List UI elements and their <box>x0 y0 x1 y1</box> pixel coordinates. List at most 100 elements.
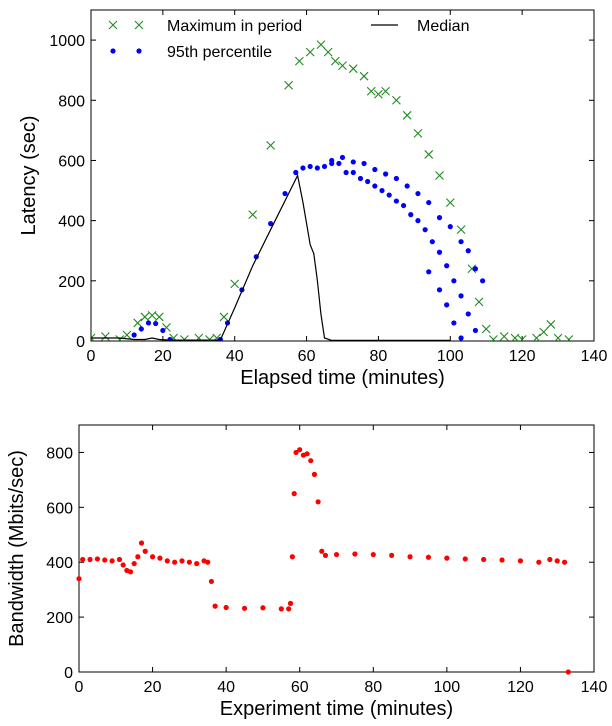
p95-point <box>365 178 371 185</box>
bandwidth-y-axis-label: Bandwidth (Mbits/sec) <box>6 450 28 647</box>
bandwidth-y-tick-label: 800 <box>46 445 73 462</box>
bandwidth-point <box>120 562 126 568</box>
p95-point <box>372 183 378 189</box>
p95-point <box>444 302 450 308</box>
bandwidth-point <box>142 548 148 554</box>
p95-point <box>458 293 464 299</box>
max-point <box>546 320 556 329</box>
max-point <box>230 279 240 289</box>
p95-point <box>465 311 471 317</box>
p95-point <box>293 169 299 176</box>
bandwidth-point <box>322 552 329 558</box>
legend-p95-marker <box>110 48 116 54</box>
max-point <box>330 56 340 66</box>
bandwidth-x-tick-label: 40 <box>217 679 235 696</box>
bandwidth-point <box>223 604 229 611</box>
max-point <box>517 335 527 341</box>
p95-point <box>400 202 407 209</box>
bandwidth-point <box>241 605 248 611</box>
bandwidth-point <box>164 558 170 564</box>
p95-point <box>339 154 346 161</box>
p95-point <box>393 198 399 204</box>
max-point <box>266 141 276 150</box>
bandwidth-point <box>462 556 468 562</box>
max-point <box>316 40 326 49</box>
bandwidth-x-tick-label: 80 <box>364 679 382 696</box>
bandwidth-point <box>135 554 141 560</box>
max-point <box>91 333 96 341</box>
max-point <box>122 330 132 340</box>
bandwidth-point <box>102 557 108 563</box>
max-point <box>553 333 563 341</box>
max-point <box>305 47 315 57</box>
max-point <box>366 86 376 96</box>
p95-point <box>131 332 137 338</box>
bandwidth-point <box>333 551 340 558</box>
max-point <box>532 333 541 341</box>
latency-y-tick-label: 0 <box>76 334 85 351</box>
bandwidth-point <box>205 559 211 565</box>
max-point <box>154 312 164 322</box>
p95-point <box>451 320 457 326</box>
max-point <box>564 335 574 341</box>
p95-point <box>472 327 479 334</box>
bandwidth-x-tick-label: 60 <box>291 679 309 696</box>
max-point <box>338 61 347 71</box>
bandwidth-plot-frame <box>78 424 595 673</box>
bandwidth-x-tick-label: 140 <box>581 679 608 696</box>
max-point <box>140 312 150 322</box>
bandwidth-point <box>304 451 310 457</box>
p95-point <box>426 269 432 275</box>
p95-point <box>160 327 166 334</box>
bandwidth-point <box>536 559 542 565</box>
max-point <box>248 210 258 220</box>
p95-point <box>472 266 479 272</box>
bandwidth-plot: 0 20 40 60 80 100 120 140 0 200 400 600 800 Experimen… <box>6 424 608 720</box>
legend-max-marker <box>134 20 144 30</box>
bandwidth-x-tick-label: 120 <box>507 679 534 696</box>
max-point <box>435 171 444 180</box>
p95-point <box>383 171 389 177</box>
bandwidth-point <box>352 551 358 557</box>
p95-point <box>386 192 392 198</box>
latency-plot: 0 20 40 60 80 100 120 140 0 200 400 600 800 1000 Elaps… <box>18 9 608 389</box>
legend-median-label: Median <box>417 18 469 35</box>
bandwidth-point <box>208 578 215 585</box>
latency-x-tick-label: 60 <box>298 348 316 365</box>
max-point <box>359 71 369 81</box>
bandwidth-point <box>308 458 314 464</box>
p95-point <box>145 320 152 326</box>
latency-legend: Maximum in period 95th percentile Median <box>108 18 469 61</box>
bandwidth-point <box>131 560 137 567</box>
p95-point <box>426 199 432 206</box>
bandwidth-point <box>481 556 487 563</box>
bandwidth-point <box>517 558 524 564</box>
latency-y-tick-label: 800 <box>58 93 85 110</box>
max-point <box>467 264 477 274</box>
legend-max-marker <box>108 20 118 30</box>
latency-y-tick-label: 1000 <box>49 33 85 50</box>
bandwidth-point <box>315 499 321 505</box>
p95-point <box>408 212 414 218</box>
max-point <box>413 128 423 138</box>
p95-point <box>465 248 471 254</box>
bandwidth-y-tick-label: 0 <box>64 665 73 682</box>
p95-point <box>436 287 443 293</box>
max-point <box>133 318 143 328</box>
p95-point <box>361 160 367 167</box>
latency-x-tick-label: 80 <box>370 348 388 365</box>
bandwidth-point <box>297 447 303 453</box>
p95-point <box>480 278 486 284</box>
bandwidth-point <box>80 556 86 563</box>
bandwidth-x-tick-label: 0 <box>75 679 84 696</box>
bandwidth-point <box>179 558 185 564</box>
max-point <box>100 332 110 341</box>
bandwidth-series-layer <box>76 447 571 675</box>
p95-point <box>336 160 342 167</box>
max-point <box>115 335 125 341</box>
max-point <box>445 198 455 207</box>
latency-x-tick-label: 140 <box>581 348 608 365</box>
max-point <box>424 150 434 159</box>
p95-point <box>379 187 385 194</box>
max-point <box>456 225 466 235</box>
